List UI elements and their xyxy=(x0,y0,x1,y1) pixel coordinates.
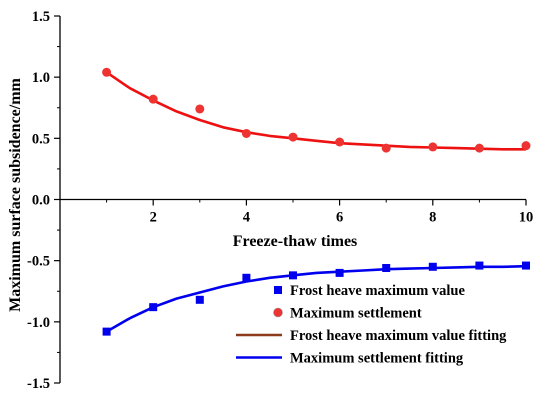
data-point-circle xyxy=(148,94,158,104)
x-axis: 2 4 6 8 10 xyxy=(60,198,534,226)
x-axis-label: Freeze-thaw times xyxy=(233,233,358,250)
y-tick-label: 1.5 xyxy=(32,9,50,25)
y-axis-label: Maximum surface subsidence/mm xyxy=(7,77,24,311)
data-point-circle xyxy=(428,142,438,152)
data-point-square xyxy=(102,327,111,336)
y-tick-label: 0.0 xyxy=(32,193,50,209)
data-point-square xyxy=(195,295,204,304)
plot-area xyxy=(102,67,531,336)
y-tick-label: -1.0 xyxy=(27,315,50,331)
data-point-square xyxy=(382,264,391,273)
legend-label: Maximum settlement xyxy=(290,306,422,322)
fit-curve xyxy=(105,71,526,151)
data-point-square xyxy=(289,271,297,280)
y-axis: -1.5 -1.0 -0.5 0.0 0.5 1.0 1.5 xyxy=(27,9,61,392)
y-tick-label: -0.5 xyxy=(27,254,50,270)
data-point-square xyxy=(475,261,484,270)
data-point-square xyxy=(242,273,251,282)
data-point-circle xyxy=(288,132,298,142)
data-point-circle xyxy=(521,141,531,151)
legend: Frost heave maximum value Maximum settlem… xyxy=(236,283,507,367)
y-tick-label: 0.5 xyxy=(32,131,50,147)
data-point-circle xyxy=(381,143,391,153)
data-point-square xyxy=(149,303,158,312)
data-point-square xyxy=(335,268,344,277)
legend-marker-circle xyxy=(273,307,283,318)
data-point-circle xyxy=(241,128,251,138)
y-tick-label: -1.5 xyxy=(27,376,50,392)
data-point-circle xyxy=(102,67,112,77)
data-point-circle xyxy=(474,143,484,153)
legend-label: Frost heave maximum value xyxy=(290,283,465,299)
data-point-square xyxy=(522,261,530,270)
legend-marker-square xyxy=(274,286,282,294)
data-point-square xyxy=(428,262,437,271)
legend-label: Frost heave maximum value fitting xyxy=(290,328,507,344)
x-tick-label: 10 xyxy=(519,210,534,226)
legend-label: Maximum settlement fitting xyxy=(290,351,464,367)
data-point-circle xyxy=(335,137,345,147)
x-tick-label: 8 xyxy=(429,210,436,226)
data-point-circle xyxy=(195,104,205,114)
x-tick-label: 4 xyxy=(243,210,250,226)
x-tick-label: 6 xyxy=(336,210,343,226)
x-tick-label: 2 xyxy=(150,210,157,226)
fit-curve xyxy=(105,264,527,333)
y-tick-label: 1.0 xyxy=(32,70,50,86)
